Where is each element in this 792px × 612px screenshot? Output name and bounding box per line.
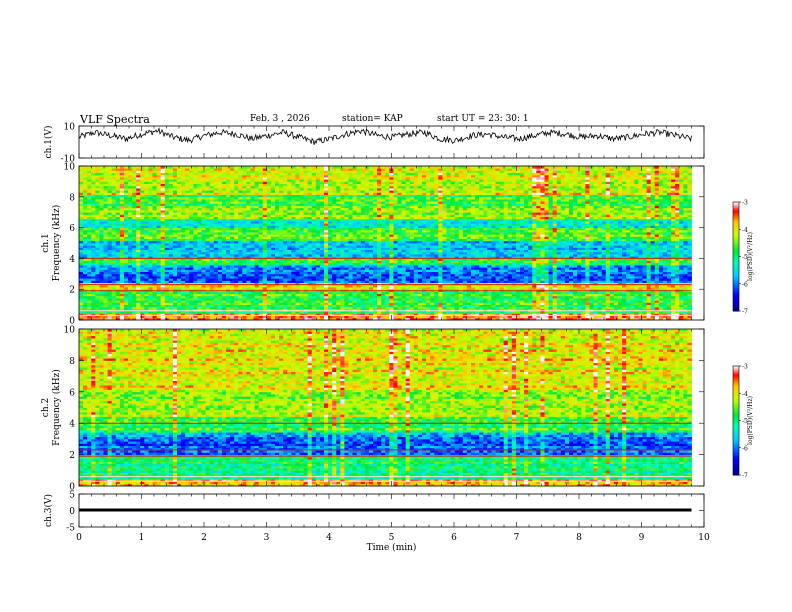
xtick-label: 2 bbox=[201, 533, 207, 543]
xtick-label: 3 bbox=[264, 533, 270, 543]
ch1-spectrogram-ytick-label: 0 bbox=[69, 317, 75, 327]
xtick-label: 9 bbox=[639, 533, 645, 543]
ch2-colorbar-tick: -5 bbox=[742, 418, 748, 425]
ch2-spectrogram-ytick-label: 4 bbox=[69, 420, 75, 430]
xtick-label: 10 bbox=[698, 533, 710, 543]
ch1-waveform-line bbox=[78, 127, 692, 145]
ch1-colorbar-tick: -5 bbox=[742, 254, 748, 261]
ch2-spectrogram-ytick-label: 8 bbox=[69, 357, 75, 367]
ch2-colorbar-tick: -7 bbox=[742, 473, 748, 480]
ch1-spectrogram-ytick-label: 4 bbox=[69, 255, 75, 265]
ch1-spectrogram-ytick-label: 6 bbox=[69, 224, 75, 234]
ch1-spectrogram-ytick-label: 8 bbox=[69, 193, 75, 203]
ch3-waveform-ytick-label: 5 bbox=[69, 491, 75, 501]
ch2-spectrogram-ytick-label: 6 bbox=[69, 388, 75, 398]
date-label: Feb. 3 , 2026 bbox=[250, 114, 310, 124]
ch3-waveform-ytick-label: -5 bbox=[66, 524, 75, 534]
station-label: station= KAP bbox=[342, 114, 403, 124]
start-time-label: start UT = 23: 30: 1 bbox=[437, 114, 529, 124]
ch1-waveform-ytick-label: 10 bbox=[64, 123, 76, 133]
ch2-spectrogram-ytick-label: 2 bbox=[69, 451, 75, 461]
ch2-spectrogram-cells bbox=[79, 329, 692, 487]
xtick-label: 1 bbox=[139, 533, 145, 543]
xtick-label: 6 bbox=[451, 533, 457, 543]
ch1-colorbar-tick: -3 bbox=[742, 200, 748, 207]
ch1-channel-label: ch.1 bbox=[41, 233, 51, 252]
ch1-frequency-label: Frequency (kHz) bbox=[51, 205, 62, 282]
xtick-label: 0 bbox=[76, 533, 82, 543]
ch1-waveform-ylabel: ch.1(V) bbox=[43, 126, 54, 159]
ch2-colorbar bbox=[733, 366, 739, 476]
ch3-waveform-ylabel: ch.3(V) bbox=[43, 494, 54, 527]
ch1-colorbar-tick: -6 bbox=[742, 281, 748, 288]
xtick-label: 8 bbox=[576, 533, 582, 543]
xtick-label: 4 bbox=[326, 533, 332, 543]
ch1-spectrogram-ytick-label: 10 bbox=[64, 163, 76, 173]
ch1-colorbar-tick: -4 bbox=[742, 227, 748, 234]
ch3-waveform-band bbox=[79, 508, 692, 512]
ch2-channel-label: ch.2 bbox=[41, 398, 51, 417]
ch2-colorbar-tick: -6 bbox=[742, 445, 748, 452]
xtick-label: 5 bbox=[389, 533, 395, 543]
ch1-colorbar bbox=[733, 202, 739, 312]
ch1-colorbar-tick: -7 bbox=[742, 309, 748, 316]
chart-title: VLF Spectra bbox=[80, 113, 150, 126]
ch3-waveform-ytick-label: 0 bbox=[69, 507, 75, 517]
ch1-spectrogram-ytick-label: 2 bbox=[69, 286, 75, 296]
ch2-colorbar-label: log(PSD)(V²/Hz) bbox=[747, 396, 754, 445]
ch2-spectrogram-ytick-label: 0 bbox=[69, 483, 75, 493]
xtick-label: 7 bbox=[514, 533, 520, 543]
ch1-colorbar-label: log(PSD)(V²/Hz) bbox=[747, 232, 754, 281]
ch2-colorbar-tick: -3 bbox=[742, 364, 748, 371]
ch1-spectrogram-cells bbox=[79, 166, 692, 321]
ch2-colorbar-tick: -4 bbox=[742, 391, 748, 398]
ch2-frequency-label: Frequency (kHz) bbox=[51, 369, 62, 446]
xaxis-label: Time (min) bbox=[367, 542, 417, 553]
ch1-waveform-ytick-label: -10 bbox=[61, 155, 76, 165]
ch2-spectrogram-ytick-label: 10 bbox=[64, 326, 76, 336]
